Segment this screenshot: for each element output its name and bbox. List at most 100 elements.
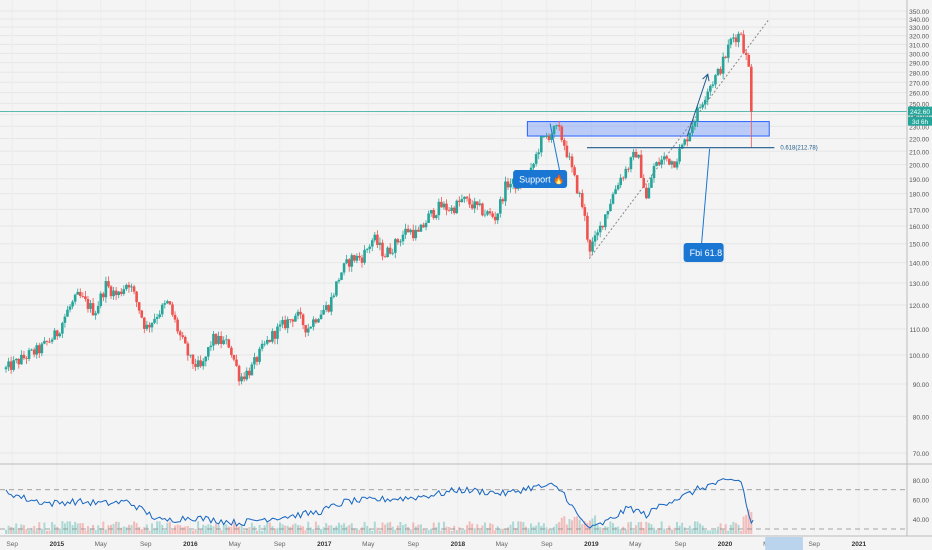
volume-bar (660, 521, 663, 534)
candle-body (475, 201, 479, 205)
candle-body (532, 163, 535, 168)
rsi-tick-label: 60.00 (913, 498, 930, 505)
candle-body (291, 319, 295, 322)
candle-body (365, 248, 369, 250)
candle-body (114, 290, 118, 296)
y-tick-label: 80.00 (913, 414, 930, 421)
volume-bar (473, 528, 476, 534)
volume-bar (230, 526, 233, 534)
candle-body (504, 181, 507, 202)
fib-callout (683, 243, 724, 262)
support-callout (513, 170, 568, 188)
volume-bar (238, 526, 241, 534)
volume-bar (706, 530, 709, 534)
volume-bar (89, 528, 92, 534)
overlays-under (0, 18, 907, 260)
candle-body (593, 235, 597, 242)
candle-body (493, 216, 497, 221)
candle-body (20, 354, 23, 365)
volume-bar (663, 528, 666, 534)
volume-bar (43, 522, 46, 534)
volume-bar (612, 523, 615, 534)
volume-bar (622, 526, 625, 534)
candle-body (657, 162, 661, 165)
volume-bar (419, 524, 422, 534)
volume-bar (371, 530, 374, 534)
volume-bar (197, 521, 200, 534)
volume-bar (491, 524, 494, 534)
candle-body (204, 356, 208, 362)
volume-bar (176, 524, 179, 534)
candle-body (627, 168, 630, 170)
candle-body (742, 34, 745, 53)
candle-body (309, 326, 313, 329)
candle-body (568, 156, 571, 158)
volume-bar (38, 522, 41, 534)
candle-body (212, 333, 215, 346)
volume-bar (30, 528, 33, 534)
volume-bar (560, 517, 563, 534)
volume-bar (711, 530, 714, 534)
candle-body (171, 304, 174, 315)
candle-body (337, 279, 341, 282)
y-tick-label: 270.00 (909, 80, 929, 87)
candle-body (66, 309, 69, 317)
volume-bar (563, 516, 566, 534)
candle-body (327, 305, 331, 312)
volume-bar (284, 525, 287, 534)
candle-body (406, 228, 410, 233)
volume-bar (279, 522, 282, 534)
candle-body (381, 242, 384, 257)
volume-bar (624, 529, 627, 534)
candle-body (478, 203, 482, 205)
candle-body (166, 301, 169, 304)
volume-bar (532, 526, 535, 534)
volume-bar (66, 521, 69, 534)
candle-body (12, 360, 15, 370)
candle-body (601, 225, 605, 228)
candle-body (696, 107, 699, 122)
y-tick-label: 140.00 (909, 261, 929, 268)
candle-body (173, 314, 177, 320)
volume-bar (619, 529, 622, 534)
y-tick-label: 130.00 (909, 281, 929, 288)
candles[interactable] (4, 30, 753, 386)
candle-body (73, 294, 77, 302)
candle-body (37, 345, 41, 354)
volume-bar (681, 522, 684, 534)
volume-bar (79, 523, 82, 534)
annotations[interactable]: 0.618(212.78) Support 🔥 Fbi 61.8 (513, 73, 818, 262)
volume-bar (204, 525, 207, 534)
volume-bar (76, 523, 79, 534)
volume-bar (99, 528, 102, 534)
volume-bar (28, 530, 31, 534)
volume-bar (734, 522, 737, 534)
candle-body (560, 126, 564, 141)
candle-body (675, 161, 679, 168)
volume-bar (22, 525, 25, 534)
candle-body (376, 234, 379, 245)
rsi-pane[interactable] (0, 478, 907, 530)
volume-bar (742, 516, 745, 534)
candle-body (642, 177, 646, 188)
candle-body (368, 246, 371, 249)
candle-body (609, 203, 612, 212)
candle-body (739, 33, 743, 35)
x-tick-label: May (362, 541, 375, 548)
candle-body (588, 239, 592, 252)
candle-body (411, 229, 415, 239)
volume-bar (112, 523, 115, 534)
volume-bar (673, 527, 676, 534)
candle-body (217, 336, 220, 344)
candle-body (245, 370, 249, 380)
candle-body (360, 257, 364, 263)
volume-bar (571, 520, 574, 534)
volume-bar (125, 527, 128, 534)
volume-bar (330, 525, 333, 534)
volume-bar (412, 522, 415, 534)
candle-body (422, 224, 425, 228)
candle-body (680, 144, 684, 149)
volume-bar (578, 519, 581, 534)
volume-bar (704, 530, 707, 534)
